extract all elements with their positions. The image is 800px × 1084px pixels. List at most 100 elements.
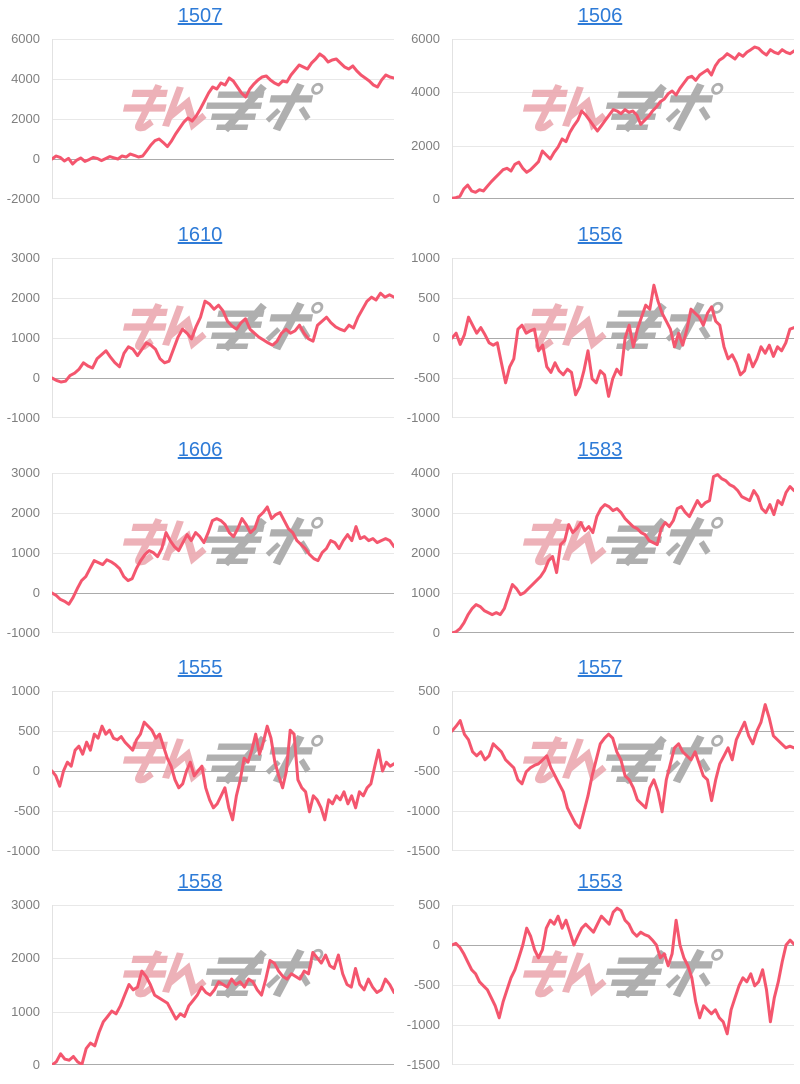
gridline (452, 1064, 794, 1065)
y-axis-tick-label: 2000 (11, 111, 40, 126)
plot-area (452, 39, 794, 199)
y-axis-tick-label: 1000 (11, 330, 40, 345)
gridline (52, 691, 394, 692)
gridline (452, 1025, 794, 1026)
y-axis-line (52, 39, 53, 199)
gridline (52, 1012, 394, 1013)
y-axis-tick-label: 2000 (411, 545, 440, 560)
y-axis-tick-label: -1500 (406, 1057, 440, 1072)
y-axis-tick-label: -500 (413, 977, 440, 992)
plot-area (452, 905, 794, 1065)
gridline (52, 298, 394, 299)
chart-cell: 1610 3000 2000 1000 0 -1000 (0, 219, 400, 437)
zero-gridline (452, 198, 794, 199)
gridline (52, 811, 394, 812)
gridline (452, 850, 794, 851)
y-axis-tick-label: 2000 (411, 137, 440, 153)
gridline (52, 198, 394, 199)
chart-cell: 1555 1000 500 0 -500 -1000 (0, 652, 400, 870)
gridline (52, 473, 394, 474)
machine-number-link[interactable]: 1556 (577, 224, 623, 246)
y-axis-tick-label: -1000 (6, 843, 40, 858)
machine-number-link[interactable]: 1610 (177, 224, 223, 246)
y-axis-tick-label: 0 (432, 330, 440, 345)
line-series (52, 52, 394, 166)
y-axis-tick-label: 0 (432, 937, 440, 952)
gridline (52, 632, 394, 633)
plot-area (452, 691, 794, 851)
line-series (452, 45, 794, 199)
gridline (52, 513, 394, 514)
zero-gridline (52, 378, 394, 379)
y-axis-tick-label: 0 (432, 723, 440, 738)
gridline (452, 417, 794, 418)
machine-number-link[interactable]: 1557 (577, 657, 623, 679)
y-axis-tick-label: 4000 (411, 84, 440, 100)
gridline (52, 258, 394, 259)
line-series (52, 505, 394, 606)
zero-gridline (452, 945, 794, 946)
y-axis-line (452, 905, 453, 1065)
y-axis-tick-label: 6000 (411, 31, 440, 46)
line-series (452, 703, 794, 830)
machine-number-link[interactable]: 1606 (177, 439, 223, 461)
y-axis-tick-label: 500 (418, 683, 440, 698)
y-axis-tick-label: 4000 (11, 71, 40, 86)
chart-cell: 1556 1000 500 0 -500 -1000 (400, 219, 800, 437)
y-axis-tick-label: -1000 (6, 410, 40, 425)
chart-cell: 1557 500 0 -500 -1000 -1500 (400, 652, 800, 870)
y-axis-tick-label: 3000 (11, 250, 40, 265)
y-axis-line (52, 473, 53, 633)
y-axis-tick-label: 0 (32, 763, 40, 778)
machine-number-link[interactable]: 1507 (177, 5, 223, 27)
y-axis-tick-label: 0 (32, 151, 40, 166)
y-axis-line (52, 258, 53, 418)
gridline (52, 731, 394, 732)
y-axis-tick-label: 0 (32, 370, 40, 385)
chart-cell: 1553 500 0 -500 -1000 -1500 (400, 866, 800, 1084)
y-axis-tick-label: 500 (418, 290, 440, 305)
gridline (52, 39, 394, 40)
machine-number-link[interactable]: 1555 (177, 657, 223, 679)
machine-number-link[interactable]: 1583 (577, 439, 623, 461)
machine-number-link[interactable]: 1506 (577, 5, 623, 27)
gridline (452, 691, 794, 692)
y-axis-tick-label: -1500 (406, 843, 440, 858)
y-axis-tick-label: -1000 (6, 625, 40, 640)
gridline (52, 79, 394, 80)
y-axis-tick-label: -500 (13, 803, 40, 818)
chart-cell: 1506 6000 4000 2000 0 (400, 0, 800, 218)
y-axis-tick-label: 3000 (411, 505, 440, 520)
line-series (52, 951, 394, 1065)
y-axis-tick-label: 1000 (411, 585, 440, 600)
plot-area (52, 258, 394, 418)
machine-number-link[interactable]: 1553 (577, 871, 623, 893)
y-axis-tick-label: 6000 (11, 31, 40, 46)
y-axis-tick-label: 500 (18, 723, 40, 738)
line-series (452, 283, 794, 398)
chart-cell: 1507 6000 4000 2000 0 -2000 (0, 0, 400, 218)
y-axis-tick-label: 1000 (11, 1003, 40, 1019)
zero-gridline (52, 593, 394, 594)
line-series (452, 473, 794, 633)
chart-cell: 1606 3000 2000 1000 0 -1000 (0, 434, 400, 652)
y-axis-tick-label: 3000 (11, 897, 40, 912)
y-axis-line (452, 473, 453, 633)
plot-area (452, 258, 794, 418)
gridline (452, 905, 794, 906)
zero-gridline (52, 159, 394, 160)
y-axis-tick-label: -2000 (6, 191, 40, 206)
gridline (52, 850, 394, 851)
y-axis-tick-label: 2000 (11, 950, 40, 966)
chart-cell: 1558 3000 2000 1000 0 (0, 866, 400, 1084)
line-series (52, 291, 394, 384)
y-axis-tick-label: 0 (432, 191, 440, 206)
gridline (452, 811, 794, 812)
plot-area (52, 905, 394, 1065)
gridline (52, 417, 394, 418)
machine-number-link[interactable]: 1558 (177, 871, 223, 893)
y-axis-tick-label: 0 (32, 585, 40, 600)
gridline (452, 473, 794, 474)
gridline (452, 378, 794, 379)
gridline (452, 258, 794, 259)
